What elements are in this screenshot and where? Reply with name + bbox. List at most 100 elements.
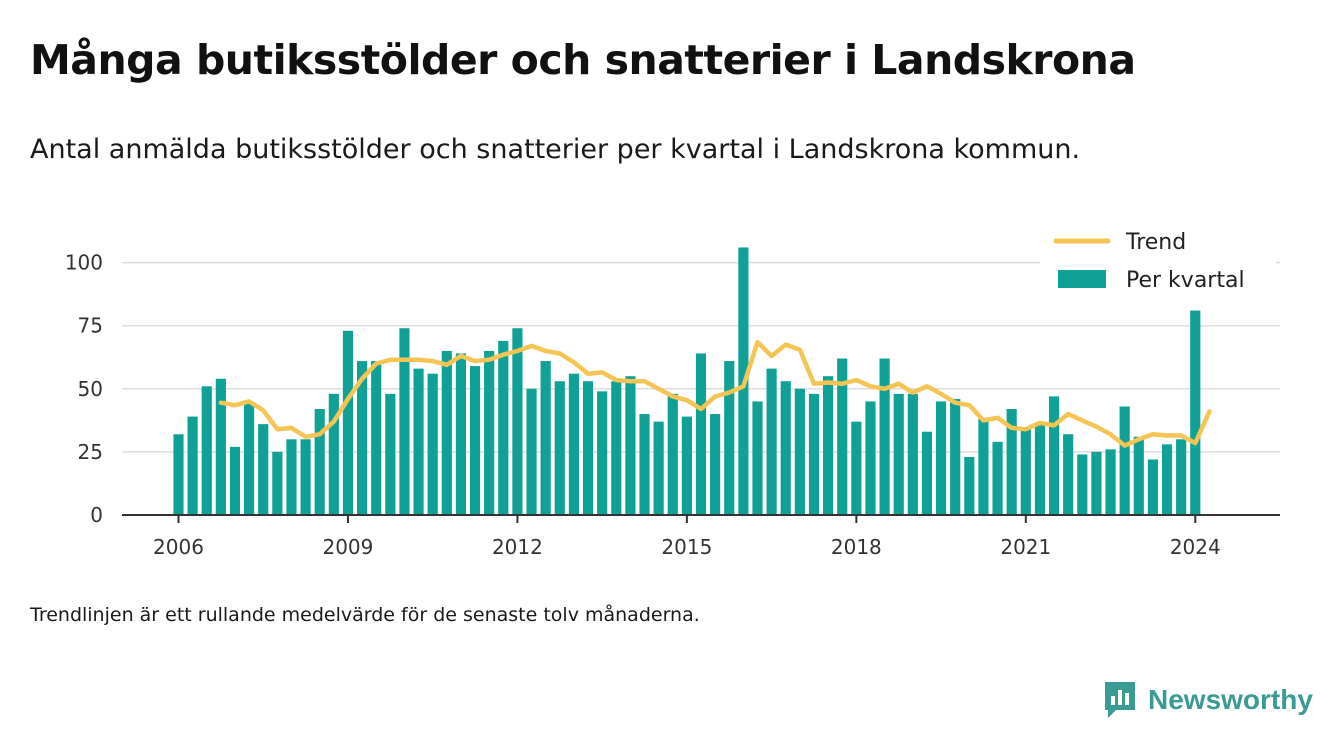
bar-41 [752, 401, 763, 515]
bar-62 [1048, 396, 1060, 515]
bar-31 [611, 381, 622, 515]
bar-59 [1006, 409, 1017, 515]
bar-56 [964, 456, 975, 515]
trend-line [218, 339, 1212, 448]
y-axis-ticks: 0 25 50 75 100 [65, 251, 103, 527]
legend-label-per-kvartal: Per kvartal [1126, 268, 1245, 293]
bar-3 [215, 378, 226, 515]
bar-52 [907, 393, 918, 515]
bar-28 [568, 373, 579, 515]
bar-16 [399, 328, 410, 515]
bar-series-per-kvartal [173, 247, 1201, 515]
y-tick-label-25: 25 [78, 440, 103, 464]
bar-19 [441, 350, 452, 515]
bar-5 [244, 403, 255, 515]
bar-13 [356, 361, 368, 515]
chart-title: Många butiksstölder och snatterier i Lan… [30, 36, 1136, 84]
bar-55 [950, 398, 961, 515]
bar-30 [597, 391, 608, 515]
bar-39 [724, 361, 735, 515]
legend-background [1040, 222, 1276, 304]
bar-7 [272, 451, 283, 515]
brand: Newsworthy [1102, 680, 1313, 720]
bar-8 [286, 439, 297, 515]
bar-37 [695, 353, 707, 515]
bar-58 [992, 441, 1003, 515]
bar-65 [1091, 451, 1102, 515]
y-tick-label-75: 75 [78, 314, 103, 338]
newsworthy-logo-icon [1105, 682, 1135, 718]
bar-11 [328, 393, 339, 515]
bar-32 [625, 376, 636, 515]
bar-43 [780, 381, 791, 515]
bar-71 [1176, 439, 1187, 515]
x-tick-label-2021: 2021 [1000, 535, 1051, 559]
bar-21 [469, 366, 481, 515]
bar-33 [639, 414, 650, 515]
bar-51 [893, 393, 904, 515]
bar-25 [526, 388, 537, 515]
legend-label-trend: Trend [1125, 230, 1186, 255]
bar-47 [837, 358, 848, 515]
bar-34 [653, 421, 664, 515]
footnote: Trendlinjen är ett rullande medelvärde f… [30, 604, 700, 626]
bar-10 [314, 409, 325, 515]
bar-70 [1161, 444, 1173, 515]
bar-60 [1020, 429, 1031, 515]
bar-54 [935, 401, 947, 515]
bar-66 [1105, 449, 1116, 515]
bar-18 [427, 373, 438, 515]
bar-0 [173, 434, 184, 515]
bar-23 [498, 340, 509, 515]
bar-35 [667, 393, 678, 515]
legend: Trend Per kvartal [1040, 222, 1276, 304]
bar-48 [851, 421, 862, 515]
chart-subtitle: Antal anmälda butiksstölder och snatteri… [30, 134, 1081, 165]
bar-50 [879, 358, 890, 515]
bar-12 [342, 330, 354, 515]
brand-name: Newsworthy [1148, 684, 1313, 715]
x-tick-label-2024: 2024 [1170, 535, 1221, 559]
bar-24 [512, 328, 523, 515]
bar-27 [554, 381, 565, 515]
bar-22 [484, 350, 495, 515]
bar-67 [1119, 406, 1130, 515]
bar-14 [371, 361, 382, 515]
y-tick-label-100: 100 [65, 251, 103, 275]
bar-63 [1063, 434, 1074, 515]
bar-42 [766, 368, 777, 515]
bar-53 [921, 431, 933, 515]
bar-17 [413, 368, 424, 515]
y-tick-label-50: 50 [78, 377, 103, 401]
bar-20 [455, 353, 467, 515]
bar-2 [201, 386, 212, 515]
bar-9 [300, 439, 311, 515]
x-tick-label-2018: 2018 [831, 535, 882, 559]
bar-49 [865, 401, 876, 515]
bar-4 [229, 446, 241, 515]
x-axis-ticks: 2006 2009 2012 2015 2018 2021 2024 [153, 515, 1221, 559]
legend-swatch-per-kvartal [1058, 270, 1106, 288]
y-tick-label-0: 0 [90, 503, 103, 527]
bar-36 [681, 416, 692, 515]
x-tick-label-2006: 2006 [153, 535, 204, 559]
x-tick-label-2015: 2015 [661, 535, 712, 559]
bar-6 [258, 424, 269, 515]
bar-64 [1077, 454, 1088, 515]
x-tick-label-2012: 2012 [492, 535, 543, 559]
bar-69 [1147, 459, 1158, 515]
bar-15 [385, 393, 396, 515]
bar-61 [1034, 424, 1046, 515]
bar-46 [823, 376, 834, 515]
bar-45 [808, 393, 820, 515]
x-tick-label-2009: 2009 [322, 535, 373, 559]
line-series-trend [218, 339, 1212, 448]
bar-57 [978, 419, 989, 515]
bar-38 [710, 414, 721, 515]
bar-72 [1190, 310, 1201, 515]
bar-68 [1133, 436, 1144, 515]
bar-44 [794, 388, 805, 515]
bar-29 [582, 381, 594, 515]
bar-26 [540, 361, 551, 515]
